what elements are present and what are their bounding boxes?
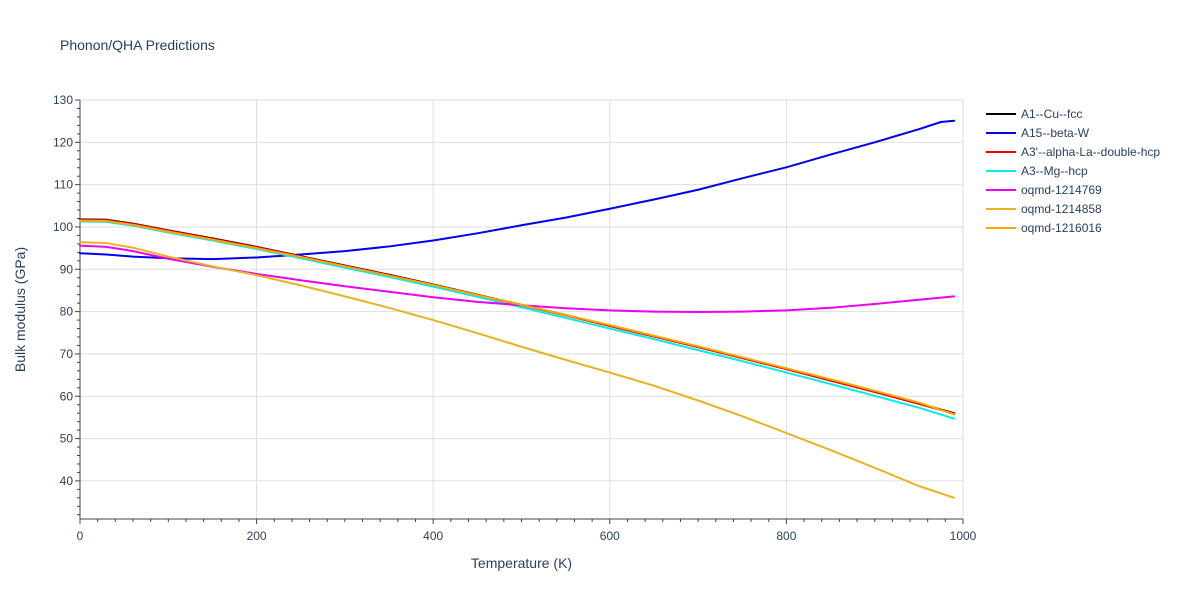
series-line-3	[79, 218, 956, 415]
grid-lines	[80, 99, 964, 519]
y-tick-label: 110	[54, 178, 73, 192]
chart-title: Phonon/QHA Predictions	[60, 37, 215, 53]
axes	[75, 99, 964, 524]
y-tick-label: 50	[60, 432, 74, 446]
legend-item[interactable]: A15--beta-W	[986, 126, 1090, 140]
x-tick-label: 0	[77, 529, 84, 543]
y-tick-label: 40	[60, 474, 74, 488]
legend[interactable]: A1--Cu--fcc A15--beta-W A3'--alpha-La--dou…	[986, 107, 1160, 235]
x-tick-label: 800	[776, 529, 796, 543]
legend-label: A3--Mg--hcp	[1021, 164, 1088, 178]
legend-item[interactable]: A3--Mg--hcp	[986, 164, 1088, 178]
y-tick-label: 120	[53, 135, 73, 149]
x-tick-label: 600	[600, 529, 620, 543]
legend-label: A15--beta-W	[1021, 126, 1090, 140]
series-line-6	[79, 241, 956, 499]
x-tick-label: 400	[423, 529, 443, 543]
legend-item[interactable]: oqmd-1216016	[986, 221, 1102, 235]
series-line-1	[79, 218, 956, 415]
series-line-4	[79, 220, 956, 420]
series-line-5	[79, 244, 956, 314]
y-tick-label: 70	[60, 347, 74, 361]
y-axis-title: Bulk modulus (GPa)	[12, 247, 28, 372]
series-line-2	[79, 119, 956, 261]
x-tick-label: 1000	[950, 529, 977, 543]
x-tick-label: 200	[247, 529, 267, 543]
legend-item[interactable]: A1--Cu--fcc	[986, 107, 1082, 121]
legend-item[interactable]: oqmd-1214858	[986, 202, 1102, 216]
tick-labels: 0 200 400 600 800 1000 40 50 60 70 80 90 100 110 120 13…	[53, 93, 977, 543]
legend-label: oqmd-1214769	[1021, 183, 1102, 197]
y-tick-label: 100	[53, 220, 73, 234]
legend-item[interactable]: A3'--alpha-La--double-hcp	[986, 145, 1160, 159]
y-tick-label: 130	[53, 93, 73, 107]
series-lines	[79, 119, 956, 499]
y-tick-label: 60	[60, 389, 74, 403]
legend-item[interactable]: oqmd-1214769	[986, 183, 1102, 197]
x-axis-title: Temperature (K)	[471, 555, 572, 571]
y-tick-label: 80	[60, 305, 74, 319]
y-tick-label: 90	[60, 262, 74, 276]
legend-label: A3'--alpha-La--double-hcp	[1021, 145, 1160, 159]
legend-label: oqmd-1214858	[1021, 202, 1102, 216]
legend-label: oqmd-1216016	[1021, 221, 1102, 235]
legend-label: A1--Cu--fcc	[1021, 107, 1082, 121]
series-line-7	[79, 219, 956, 416]
